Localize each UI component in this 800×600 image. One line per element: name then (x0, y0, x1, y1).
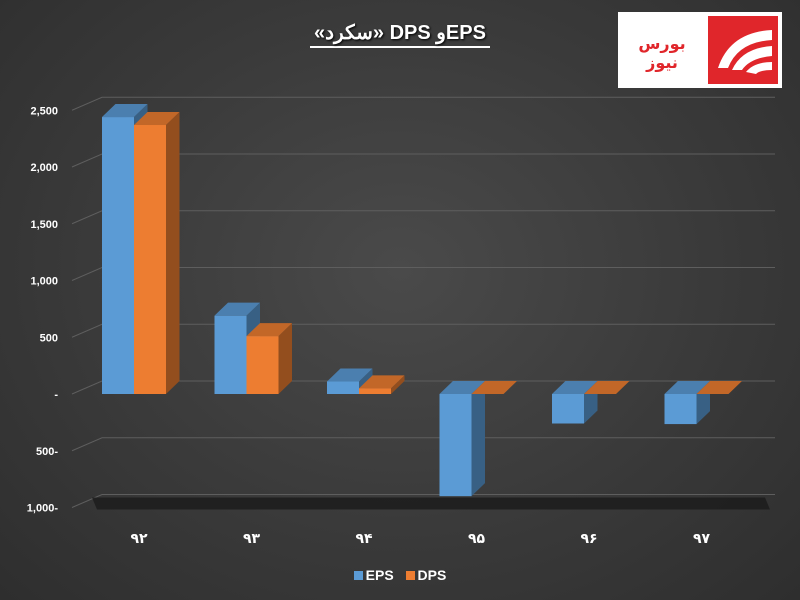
bar-dps-5-top (584, 381, 630, 394)
bar-eps-3-top (327, 368, 373, 382)
y-tick-label: 2,000 (30, 162, 58, 174)
legend-item-dps: DPS (405, 567, 447, 583)
y-tick-label: 500 (40, 332, 58, 344)
bar-dps-1 (134, 125, 166, 394)
bar-dps-1-side (166, 112, 180, 394)
bar-dps-3 (359, 388, 391, 394)
gridline (71, 96, 775, 111)
legend-label-dps: DPS (417, 567, 447, 583)
x-tick-label: ۹۴ (355, 531, 373, 547)
logo-mark-icon (708, 16, 778, 84)
x-tick-label: ۹۳ (243, 531, 261, 547)
bar-eps-4-top (439, 381, 485, 394)
bar-dps-1-top (134, 112, 180, 126)
bar-dps-6-top (696, 381, 742, 394)
bar-eps-2 (214, 315, 247, 394)
bar-dps-2-top (246, 323, 292, 337)
gridline (71, 437, 775, 452)
legend-swatch-eps (353, 571, 363, 580)
x-tick-label: ۹۶ (580, 531, 597, 547)
legend-swatch-dps (405, 571, 415, 580)
chart-title: EPSو DPS «سکرد» (0, 20, 800, 48)
y-tick-label: 500- (36, 446, 58, 458)
y-tick-label: 1,000- (27, 503, 59, 515)
y-tick-label: 1,000 (30, 276, 58, 288)
gridline (71, 494, 775, 508)
bar-eps-1-top (102, 104, 148, 118)
chart-legend: EPS DPS (0, 567, 800, 583)
bar-eps-1 (102, 117, 134, 394)
bar-dps-3-side (391, 375, 405, 394)
bar-eps-6-top (664, 381, 710, 394)
bourse-news-logo: بورس نیوز (618, 12, 782, 88)
bar-eps-4-side (471, 381, 485, 497)
bar-dps-2-side (278, 323, 292, 394)
legend-label-eps: EPS (365, 567, 394, 583)
logo-text: بورس نیوز (638, 34, 686, 72)
y-tick-label: 1,500 (30, 219, 58, 231)
chart-title-text: EPSو DPS «سکرد» (310, 22, 490, 48)
bar-eps-5-top (552, 381, 598, 394)
bar-dps-3-top (359, 375, 405, 389)
bar-eps-6 (664, 394, 697, 425)
bar-eps-3 (327, 381, 359, 394)
bar-dps-4-top (471, 381, 517, 394)
x-tick-label: ۹۲ (130, 531, 148, 547)
y-tick-label: - (54, 389, 58, 401)
bar-eps-5 (552, 394, 584, 424)
floor-shadow (92, 497, 770, 510)
bar-eps-4 (439, 394, 472, 497)
y-tick-label: 2,500 (30, 105, 58, 117)
x-tick-label: ۹۷ (693, 531, 711, 547)
legend-item-eps: EPS (353, 567, 394, 583)
bar-eps-2-top (214, 302, 260, 316)
x-tick-label: ۹۵ (468, 531, 486, 547)
bar-dps-2 (246, 336, 279, 394)
